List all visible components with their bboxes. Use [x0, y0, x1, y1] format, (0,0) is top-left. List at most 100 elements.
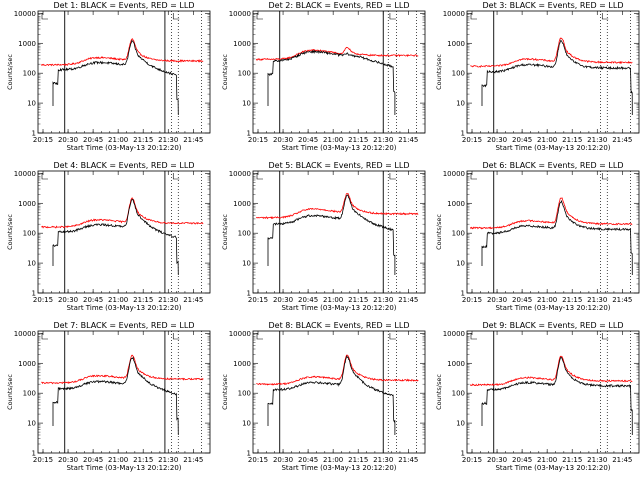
x-tick-label: 21:15 — [133, 456, 153, 464]
corner-marker — [256, 173, 263, 180]
plot-frame — [37, 170, 211, 294]
corner-marker — [41, 173, 48, 180]
x-tick-label: 20:15 — [462, 296, 482, 304]
x-tick-label: 21:00 — [108, 296, 128, 304]
x-tick-label: 21:15 — [562, 136, 582, 144]
x-axis-label: Start Time (03-May-13 20:12:20) — [66, 304, 181, 312]
y-tick-label: 1 — [247, 450, 251, 458]
series-events-line — [52, 356, 179, 436]
x-tick-label: 21:00 — [537, 136, 557, 144]
x-tick-label: 21:30 — [373, 136, 393, 144]
plot-frame — [466, 330, 640, 454]
x-tick-label: 21:45 — [612, 296, 632, 304]
x-tick-label: 20:30 — [58, 136, 78, 144]
y-tick-label: 1 — [461, 450, 465, 458]
panel-title: Det 6: BLACK = Events, RED = LLD — [483, 161, 624, 170]
y-tick-label: 1 — [461, 290, 465, 298]
y-tick-label: 10000 — [14, 10, 36, 18]
x-axis-label: Start Time (03-May-13 20:12:20) — [281, 144, 396, 152]
panel-title: Det 2: BLACK = Events, RED = LLD — [269, 1, 410, 10]
y-tick-label: 10000 — [229, 170, 251, 178]
y-tick-label: 10 — [27, 260, 36, 268]
series-events-line — [481, 199, 633, 276]
y-tick-label: 1000 — [447, 200, 465, 208]
x-tick-label: 21:00 — [537, 296, 557, 304]
panel-title: Det 1: BLACK = Events, RED = LLD — [54, 1, 195, 10]
y-tick-label: 10000 — [443, 170, 465, 178]
x-tick-label: 21:15 — [348, 456, 368, 464]
panel-det-4: Det 4: BLACK = Events, RED = LLD 20:15 20:… — [6, 161, 211, 312]
y-tick-label: 1000 — [233, 360, 251, 368]
x-tick-label: 21:45 — [398, 456, 418, 464]
panel-title: Det 4: BLACK = Events, RED = LLD — [54, 161, 195, 170]
series-events-line — [267, 194, 396, 275]
x-tick-label: 21:45 — [183, 136, 203, 144]
x-axis-label: Start Time (03-May-13 20:12:20) — [281, 304, 396, 312]
series-lld-line — [41, 354, 204, 385]
y-tick-label: 100 — [452, 70, 465, 78]
y-tick-label: 1000 — [18, 40, 36, 48]
corner-marker — [389, 13, 396, 20]
y-tick-label: 1 — [247, 290, 251, 298]
x-tick-label: 20:30 — [273, 456, 293, 464]
series-events-line — [267, 355, 396, 435]
corner-marker — [601, 333, 609, 340]
x-tick-label: 20:45 — [512, 136, 532, 144]
y-tick-label: 100 — [23, 70, 36, 78]
panel-title: Det 9: BLACK = Events, RED = LLD — [483, 321, 624, 330]
x-tick-label: 20:15 — [33, 456, 53, 464]
x-tick-label: 20:15 — [33, 296, 53, 304]
x-tick-label: 20:45 — [83, 296, 103, 304]
plot-frame — [252, 10, 426, 134]
y-tick-label: 1000 — [447, 40, 465, 48]
x-tick-label: 20:45 — [83, 456, 103, 464]
y-tick-label: 1000 — [233, 200, 251, 208]
x-tick-label: 20:45 — [298, 456, 318, 464]
panel-det-7: Det 7: BLACK = Events, RED = LLD 20:15 20:… — [6, 321, 211, 472]
corner-marker — [389, 333, 396, 340]
x-tick-label: 21:30 — [587, 136, 607, 144]
series-lld-line — [469, 355, 633, 387]
series-events-line — [481, 39, 633, 116]
x-tick-label: 21:30 — [158, 296, 178, 304]
y-tick-label: 10 — [27, 420, 36, 428]
x-tick-label: 20:15 — [248, 456, 268, 464]
y-axis-label: Counts/sec — [6, 374, 14, 410]
x-tick-label: 21:45 — [612, 456, 632, 464]
y-tick-label: 10 — [456, 260, 465, 268]
x-tick-label: 20:30 — [58, 456, 78, 464]
corner-marker — [389, 173, 396, 180]
x-tick-label: 21:15 — [348, 296, 368, 304]
panel-det-9: Det 9: BLACK = Events, RED = LLD 20:15 20:… — [435, 321, 640, 472]
x-tick-label: 20:30 — [487, 456, 507, 464]
series-lld-line — [256, 354, 419, 386]
y-tick-label: 10 — [242, 100, 251, 108]
y-tick-label: 10000 — [14, 170, 36, 178]
series-lld-line — [41, 197, 204, 229]
y-tick-label: 1 — [32, 130, 36, 138]
x-tick-label: 20:30 — [58, 296, 78, 304]
corner-marker — [172, 333, 180, 340]
y-tick-label: 10 — [242, 260, 251, 268]
y-axis-label: Counts/sec — [6, 54, 14, 90]
x-tick-label: 21:30 — [158, 456, 178, 464]
panel-det-5: Det 5: BLACK = Events, RED = LLD 20:15 20:… — [221, 161, 426, 312]
y-tick-label: 10000 — [229, 330, 251, 338]
panel-det-6: Det 6: BLACK = Events, RED = LLD 20:15 20:… — [435, 161, 640, 312]
y-tick-label: 10000 — [443, 330, 465, 338]
y-tick-label: 1 — [32, 450, 36, 458]
y-axis-label: Counts/sec — [6, 214, 14, 250]
corner-marker — [172, 173, 180, 180]
y-axis-label: Counts/sec — [221, 214, 229, 250]
x-tick-label: 21:15 — [562, 296, 582, 304]
corner-marker — [470, 13, 477, 20]
x-axis-label: Start Time (03-May-13 20:12:20) — [495, 144, 610, 152]
panel-det-3: Det 3: BLACK = Events, RED = LLD 20:15 20:… — [435, 1, 640, 152]
x-axis-label: Start Time (03-May-13 20:12:20) — [495, 304, 610, 312]
x-tick-label: 21:00 — [323, 456, 343, 464]
x-tick-label: 20:15 — [248, 296, 268, 304]
series-events-line — [52, 39, 179, 116]
x-tick-label: 20:45 — [83, 136, 103, 144]
x-tick-label: 20:15 — [462, 456, 482, 464]
